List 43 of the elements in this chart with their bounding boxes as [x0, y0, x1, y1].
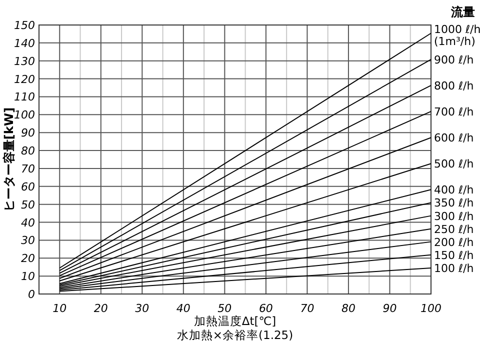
y-tick-label: 30 — [21, 234, 35, 248]
series-label: 250 ℓ/h — [434, 222, 474, 236]
y-tick-label: 130 — [14, 54, 35, 68]
series-label: 300 ℓ/h — [434, 210, 474, 223]
x-tick-label: 100 — [420, 302, 442, 315]
text: 水加熱×余裕率(1.25) — [176, 328, 294, 342]
y-tick-label: 140 — [14, 36, 35, 50]
y-tick-label: 120 — [14, 72, 35, 86]
series-label: 1000 ℓ/h (1m³/h) — [434, 23, 480, 48]
y-tick-label: 50 — [21, 198, 35, 212]
y-tick-label: 10 — [21, 270, 35, 284]
y-tick-label: 0 — [28, 288, 35, 301]
series-label: 150 ℓ/h — [434, 248, 474, 262]
y-tick-label: 80 — [21, 144, 35, 158]
series-label: 600 ℓ/h — [434, 132, 474, 145]
y-tick-label: 70 — [21, 162, 35, 176]
y-tick-label: 60 — [21, 180, 35, 194]
series-label: 900 ℓ/h — [434, 53, 474, 66]
y-tick-label: 110 — [14, 90, 35, 104]
x-tick-label: 20 — [94, 302, 108, 315]
x-axis-title: 加熱温度Δt[℃] — [194, 314, 276, 328]
x-tick-label: 30 — [135, 302, 150, 315]
y-tick-label: 20 — [21, 252, 35, 266]
series-label: 800 ℓ/h — [434, 79, 474, 92]
series-label: 500 ℓ/h — [434, 158, 474, 171]
legend-title: 流量 — [450, 5, 475, 19]
y-axis-title: ヒーター容量[kW] — [2, 107, 16, 212]
series-label: 100 ℓ/h — [434, 262, 474, 275]
y-tick-label: 150 — [14, 19, 35, 32]
series-label: 200 ℓ/h — [434, 236, 474, 249]
x-tick-label: 90 — [382, 302, 397, 315]
series-label: 700 ℓ/h — [434, 105, 474, 118]
x-tick-label: 50 — [218, 302, 232, 315]
y-tick-label: 90 — [21, 126, 35, 140]
x-tick-label: 60 — [258, 302, 273, 315]
x-tick-label: 40 — [176, 302, 190, 315]
y-tick-label: 100 — [14, 108, 35, 122]
series-label: 350 ℓ/h — [434, 196, 474, 210]
series-label: 400 ℓ/h — [434, 184, 474, 197]
x-tick-label: 80 — [341, 302, 356, 315]
y-tick-label: 40 — [21, 216, 35, 230]
x-tick-label: 10 — [52, 302, 67, 315]
x-tick-label: 70 — [300, 302, 314, 315]
